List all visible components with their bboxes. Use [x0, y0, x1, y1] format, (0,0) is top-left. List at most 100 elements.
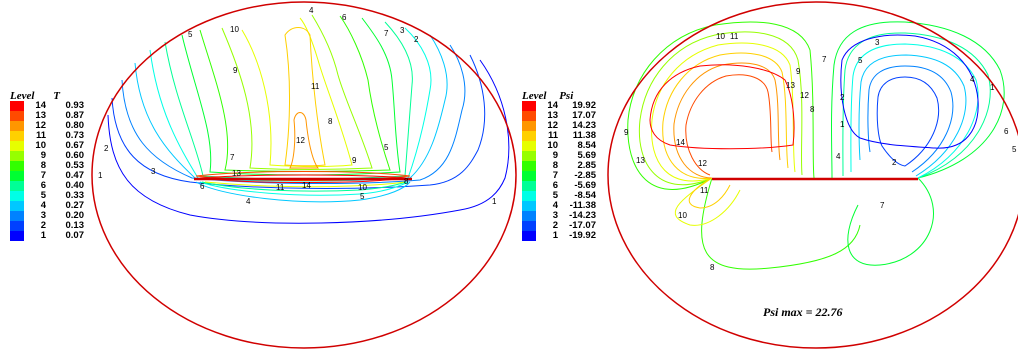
- left-contour-level-2: [111, 54, 486, 189]
- left-legend-swatch: [10, 151, 24, 161]
- right-panel: 10 11 9 13 12 8 7 3 5 4 1 2 14 13 12 11 …: [607, 1, 1018, 349]
- left-contour-level-12: [289, 112, 319, 169]
- right-contour-label: 13: [636, 156, 645, 165]
- right-contour-label: 8: [810, 105, 815, 114]
- left-legend-value: 0.33: [65, 190, 85, 201]
- left-legend-level: 13: [35, 110, 46, 121]
- left-contour-label: 13: [232, 169, 241, 178]
- left-contour-label: 3: [400, 26, 405, 35]
- left-contour-lower-5: [199, 181, 409, 196]
- right-contour-level-2: [876, 76, 940, 167]
- right-legend-row: 6 -5.69: [522, 181, 596, 191]
- left-legend-swatch: [10, 141, 24, 151]
- left-legend-swatch: [10, 101, 24, 111]
- right-legend-level: 8: [552, 160, 558, 171]
- left-contour-label: 10: [230, 25, 239, 34]
- right-legend-value: 8.54: [577, 140, 597, 151]
- right-legend-level-label: Level: [522, 90, 547, 102]
- right-legend-level: 1: [552, 230, 558, 241]
- right-contour-level-13: [685, 74, 773, 176]
- right-contour-label: 2: [892, 158, 897, 167]
- left-contour-label: 8: [404, 177, 409, 186]
- left-contour-label: 5: [188, 30, 193, 39]
- right-legend-level: 9: [552, 150, 558, 161]
- left-contour-label: 1: [492, 197, 497, 206]
- right-legend-row: 4 -11.38: [522, 201, 596, 211]
- left-contour-level-11: [284, 27, 326, 167]
- right-legend-value: 19.92: [572, 100, 596, 111]
- left-legend: 14 0.93 13 0.87 12 0.80 11 0.73 10 0.67 9 0.60 8 0.53…: [10, 101, 84, 241]
- left-legend-row: 6 0.40: [10, 181, 84, 191]
- right-legend-level: 14: [547, 100, 558, 111]
- right-contour-label: 11: [730, 32, 739, 41]
- right-legend-level: 3: [552, 210, 558, 221]
- left-legend-level: 8: [40, 160, 46, 171]
- left-contour-label: 6: [200, 182, 205, 191]
- right-legend-value: 11.38: [572, 130, 596, 141]
- left-contour-label: 10: [358, 183, 367, 192]
- right-legend-value: 14.23: [572, 120, 596, 131]
- right-contour-level-12: [673, 62, 781, 179]
- right-legend-swatch: [522, 121, 536, 131]
- right-legend-row: 11 11.38: [522, 131, 596, 141]
- left-legend-value: 0.13: [65, 220, 85, 231]
- left-legend-value: 0.20: [65, 210, 85, 221]
- left-legend-row: 10 0.67: [10, 141, 84, 151]
- right-legend-row: 2 -17.07: [522, 221, 596, 231]
- right-contour-label: 12: [800, 91, 809, 100]
- left-legend-value: 0.53: [65, 160, 85, 171]
- left-contour-lower-4: [195, 181, 411, 203]
- left-contour-label: 7: [384, 29, 389, 38]
- left-contour-label: 9: [233, 66, 238, 75]
- left-contour-level-5: [149, 27, 432, 182]
- left-contour-label: 11: [311, 82, 320, 91]
- right-legend-level: 10: [547, 140, 558, 151]
- right-contour-label: 4: [970, 75, 975, 84]
- right-legend-value: -19.92: [569, 230, 596, 241]
- right-contour-label: 9: [796, 67, 801, 76]
- right-contour-level-5: [850, 43, 979, 179]
- left-contour-lower-10: [204, 181, 405, 188]
- right-contour-label: 1: [840, 120, 845, 129]
- left-contour-label: 3: [151, 167, 156, 176]
- right-legend-row: 8 2.85: [522, 161, 596, 171]
- right-contour-label: 5: [1012, 145, 1017, 154]
- right-legend-var-label: Psi: [559, 90, 574, 102]
- left-legend-level: 11: [35, 130, 46, 141]
- left-legend-value: 0.60: [65, 150, 85, 161]
- left-legend-swatch: [10, 161, 24, 171]
- right-legend-row: 10 8.54: [522, 141, 596, 151]
- left-legend-value: 0.80: [65, 120, 85, 131]
- right-legend-level: 4: [552, 200, 558, 211]
- left-legend-swatch: [10, 181, 24, 191]
- right-legend-swatch: [522, 211, 536, 221]
- right-contour-label: 14: [676, 138, 685, 147]
- left-legend-level: 5: [40, 190, 46, 201]
- left-legend-value: 0.07: [65, 230, 85, 241]
- right-contour-label: 1: [990, 83, 995, 92]
- left-legend-value: 0.40: [65, 180, 85, 191]
- right-legend-value: -8.54: [574, 190, 596, 201]
- right-legend-row: 5 -8.54: [522, 191, 596, 201]
- left-legend-level: 3: [40, 210, 46, 221]
- left-contour-label: 4: [246, 197, 251, 206]
- right-legend-row: 1 -19.92: [522, 231, 596, 241]
- right-legend-level: 2: [552, 220, 558, 231]
- right-contour-level-7: [831, 21, 1005, 266]
- left-legend-swatch: [10, 131, 24, 141]
- left-legend-swatch: [10, 121, 24, 131]
- right-legend: 14 19.92 13 17.07 12 14.23 11 11.38 10 8.54 9 5.69 8…: [522, 101, 596, 241]
- right-contour-label: 10: [678, 211, 687, 220]
- left-legend-level: 4: [40, 200, 46, 211]
- left-contour-label: 9: [352, 156, 357, 165]
- psi-max-annotation: Psi max = 22.76: [763, 305, 843, 319]
- right-contour-label: 9: [624, 128, 629, 137]
- right-legend-value: -11.38: [569, 200, 596, 211]
- left-contour-label: 5: [384, 143, 389, 152]
- right-contour-lower-10: [674, 177, 741, 226]
- left-contour-lower-6: [201, 181, 407, 192]
- left-contour-level-6: [164, 21, 413, 180]
- right-contour-label: 2: [840, 93, 845, 102]
- left-legend-level: 14: [35, 100, 46, 111]
